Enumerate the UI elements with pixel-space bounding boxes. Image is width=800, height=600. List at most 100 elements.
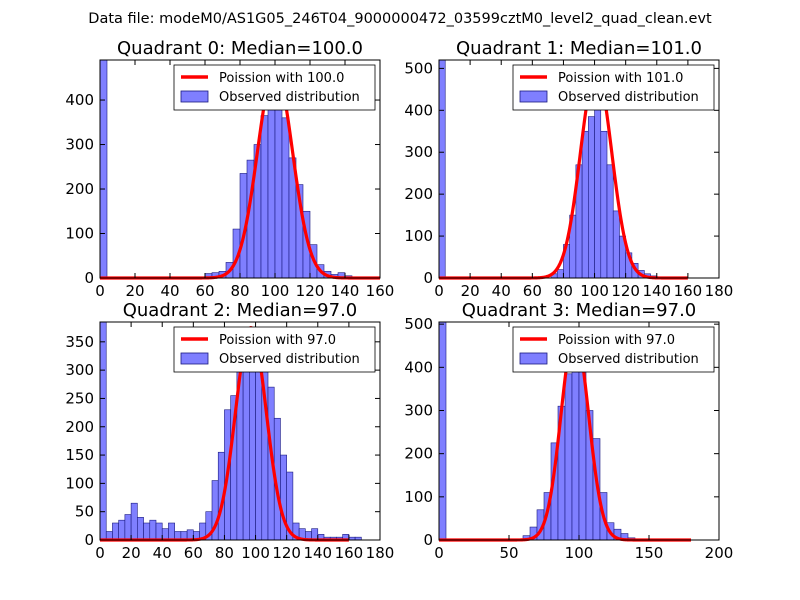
- y-tick-label: 350: [65, 333, 94, 351]
- y-tick-label: 300: [65, 361, 94, 379]
- histogram-bar: [130, 502, 138, 541]
- x-tick-label: 140: [303, 544, 332, 562]
- legend-bar-swatch: [180, 352, 209, 365]
- quadrant-0-chart: 0 20 40 60 80 100 120 140 160 0 100 200 300 400 Quadra…: [65, 38, 394, 300]
- x-tick-label: 120: [296, 282, 325, 300]
- histogram-bar: [600, 130, 608, 279]
- histogram-bar: [99, 321, 107, 541]
- legend-box: [173, 64, 376, 111]
- histogram-bar: [168, 522, 175, 541]
- x-tick-label: 140: [331, 282, 360, 300]
- legend-bar-swatch: [519, 352, 548, 365]
- y-tick-label: 50: [75, 503, 94, 521]
- x-tick-label: 120: [272, 544, 301, 562]
- legend-box: [173, 326, 376, 373]
- y-tick-label: 0: [84, 269, 94, 287]
- legend: Poission with 101.0 Observed distribution: [512, 64, 715, 111]
- legend-label-poisson: Poission with 97.0: [219, 333, 336, 348]
- histogram-bar: [612, 210, 620, 279]
- y-tick-label: 250: [65, 389, 94, 407]
- legend-label-observed: Observed distribution: [558, 90, 699, 105]
- y-tick-label: 0: [423, 269, 433, 287]
- legend-box: [512, 64, 715, 111]
- legend-label-observed: Observed distribution: [219, 352, 360, 367]
- x-tick-label: 160: [366, 282, 395, 300]
- legend: Poission with 97.0 Observed distribution: [512, 326, 715, 373]
- x-tick-label: 40: [492, 282, 511, 300]
- histogram-bar: [438, 59, 446, 279]
- x-tick-label: 140: [642, 282, 671, 300]
- chart-title: Quadrant 1: Median=101.0: [456, 38, 702, 59]
- y-tick-label: 200: [65, 180, 94, 198]
- y-tick-label: 400: [65, 91, 94, 109]
- x-tick-label: 160: [674, 282, 703, 300]
- y-tick-label: 300: [404, 143, 433, 161]
- histogram-bar: [260, 115, 269, 279]
- x-tick-label: 100: [261, 282, 290, 300]
- histogram-bar: [588, 116, 595, 279]
- y-tick-label: 400: [404, 358, 433, 376]
- axes-frame: [438, 59, 720, 279]
- x-tick-label: 20: [461, 282, 480, 300]
- histogram-bar: [606, 164, 614, 279]
- quadrant-1-chart: 0 20 40 60 80 100 120 140 160 1800100200300400500…: [404, 38, 733, 300]
- histogram-bar: [143, 522, 151, 541]
- histogram-bar: [311, 528, 319, 541]
- x-tick-label: 180: [705, 282, 734, 300]
- x-tick-label: 200: [705, 544, 734, 562]
- histogram-bar: [242, 352, 250, 541]
- chart-title: Quadrant 2: Median=97.0: [123, 300, 358, 321]
- x-tick-label: 0: [95, 282, 105, 300]
- x-tick-label: 160: [335, 544, 364, 562]
- x-tick-label: 0: [434, 282, 444, 300]
- y-tick-label: 500: [404, 59, 433, 77]
- y-tick-label: 500: [404, 315, 433, 333]
- y-tick-label: 100: [65, 225, 94, 243]
- histogram-bar: [161, 528, 169, 541]
- x-tick-label: 80: [230, 282, 249, 300]
- histogram-bar: [149, 519, 157, 541]
- x-tick-label: 0: [434, 544, 444, 562]
- x-tick-label: 120: [611, 282, 640, 300]
- y-tick-label: 100: [404, 488, 433, 506]
- x-tick-label: 40: [160, 282, 179, 300]
- x-tick-label: 180: [366, 544, 395, 562]
- quadrant-2-chart: 0 20 40 60 80 100 120 140 160 1800501001502002503…: [65, 300, 394, 562]
- histogram-bars: [438, 59, 658, 279]
- x-tick-label: 20: [122, 544, 141, 562]
- x-tick-label: 40: [153, 544, 172, 562]
- x-tick-label: 100: [580, 282, 609, 300]
- y-tick-label: 150: [65, 446, 94, 464]
- histogram-bar: [137, 517, 144, 541]
- y-tick-label: 300: [65, 136, 94, 154]
- histogram-bar: [594, 101, 602, 279]
- x-tick-label: 80: [215, 544, 234, 562]
- y-tick-label: 100: [65, 474, 94, 492]
- legend-bar-swatch: [519, 90, 548, 103]
- histogram-bar: [118, 519, 126, 541]
- histogram-bar: [112, 522, 119, 541]
- y-tick-label: 0: [84, 531, 94, 549]
- legend: Poission with 100.0 Observed distribution: [173, 64, 376, 111]
- x-tick-label: 100: [565, 544, 594, 562]
- legend-label-poisson: Poission with 100.0: [219, 71, 344, 86]
- legend-label-observed: Observed distribution: [558, 352, 699, 367]
- histogram-bar: [124, 514, 132, 541]
- x-tick-label: 100: [241, 544, 270, 562]
- legend-label-observed: Observed distribution: [219, 90, 360, 105]
- y-tick-label: 300: [404, 401, 433, 419]
- x-tick-label: 20: [125, 282, 144, 300]
- legend: Poission with 97.0 Observed distribution: [173, 326, 376, 373]
- histogram-bar: [556, 269, 564, 279]
- y-tick-label: 400: [404, 101, 433, 119]
- histogram-bar: [99, 59, 108, 279]
- histogram-bar: [438, 321, 447, 541]
- x-tick-label: 50: [499, 544, 518, 562]
- legend-label-poisson: Poission with 97.0: [558, 333, 675, 348]
- histogram-bar: [571, 343, 580, 541]
- y-tick-label: 200: [404, 185, 433, 203]
- histogram-bar: [581, 130, 589, 279]
- legend-bar-swatch: [180, 90, 209, 103]
- quadrant-3-chart: 0 50 100 150 200 0 100 200 300 400 500 Quadrant 3: …: [404, 300, 733, 562]
